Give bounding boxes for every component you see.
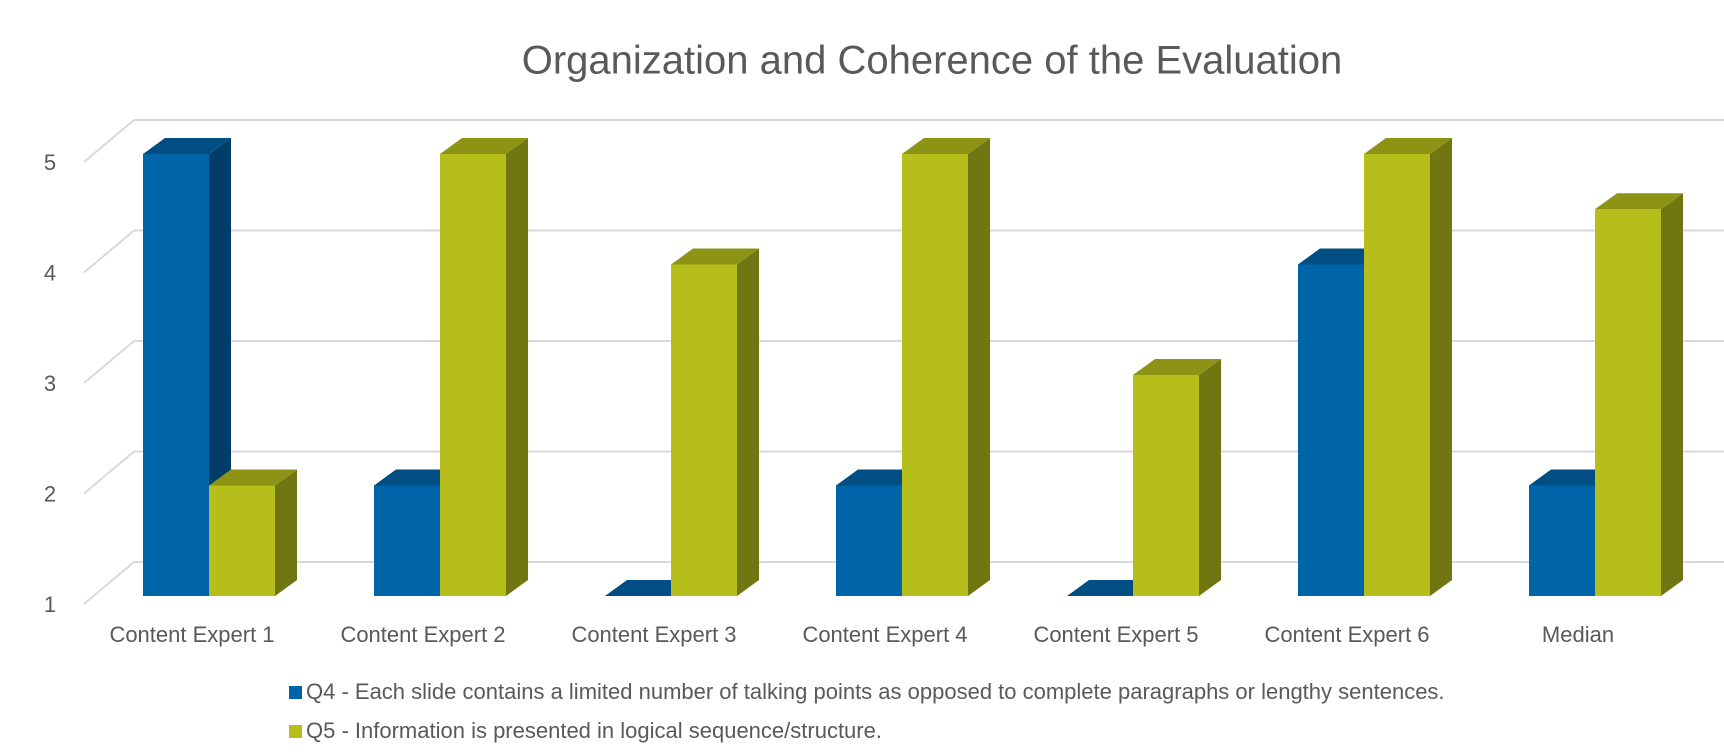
grid-line (83, 340, 135, 384)
bar (902, 154, 968, 596)
grid-line (83, 450, 135, 495)
bar-top (440, 138, 528, 154)
bar (440, 154, 506, 596)
bar (836, 485, 902, 596)
x-tick-label: Median (1542, 622, 1614, 647)
bar (1298, 264, 1364, 596)
bar (1364, 154, 1430, 596)
bar-side (1430, 138, 1452, 596)
chart-title: Organization and Coherence of the Evalua… (522, 39, 1343, 83)
bar-side (737, 248, 759, 596)
x-tick-label: Content Expert 5 (1033, 622, 1198, 647)
bar (1529, 485, 1595, 596)
x-tick-label: Content Expert 2 (340, 622, 505, 647)
bar-top (671, 248, 759, 265)
y-tick-label: 4 (44, 260, 56, 285)
bar-side (1661, 193, 1683, 596)
bar (374, 485, 440, 596)
legend-label: Q5 - Information is presented in logical… (306, 718, 882, 743)
grid-line (83, 561, 135, 605)
bar-top (1133, 359, 1221, 375)
grid-line (83, 119, 135, 163)
legend-label: Q4 - Each slide contains a limited numbe… (306, 679, 1445, 704)
bar-side (275, 469, 297, 596)
bar (1595, 209, 1661, 596)
bar (143, 154, 209, 596)
y-tick-label: 3 (44, 371, 56, 396)
bar-side (506, 138, 528, 596)
bar-top (1595, 193, 1683, 210)
bar-top (143, 138, 231, 154)
grid-line (83, 229, 135, 274)
bar (209, 485, 275, 596)
bar (1133, 375, 1199, 596)
bar-side (1199, 359, 1221, 596)
y-tick-label: 1 (44, 592, 56, 617)
bar-top (1364, 138, 1452, 154)
legend-swatch (289, 686, 302, 699)
bar-top (209, 469, 297, 486)
x-tick-label: Content Expert 4 (802, 622, 967, 647)
x-tick-label: Content Expert 6 (1264, 622, 1429, 647)
x-tick-label: Content Expert 3 (571, 622, 736, 647)
bar-side (968, 138, 990, 596)
y-tick-label: 2 (44, 481, 56, 506)
bar-top (902, 138, 990, 154)
bar (671, 264, 737, 596)
legend-swatch (289, 725, 302, 738)
y-tick-label: 5 (44, 150, 56, 175)
x-tick-label: Content Expert 1 (109, 622, 274, 647)
